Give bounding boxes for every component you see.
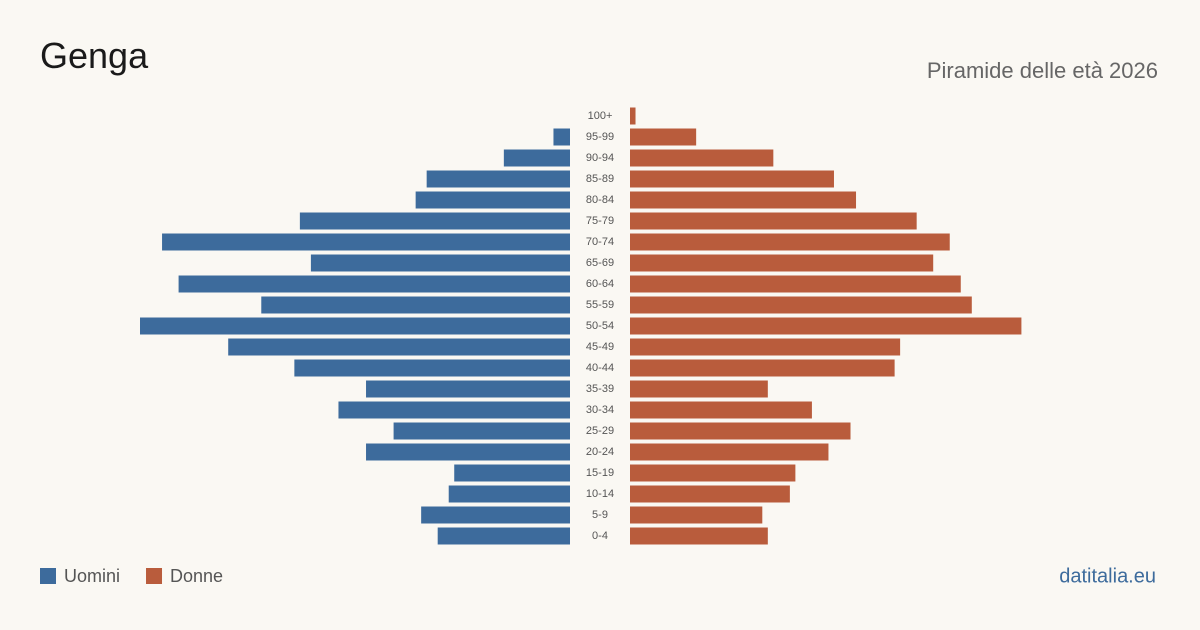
bar [454, 464, 570, 482]
bar [366, 443, 570, 461]
bar [630, 359, 895, 377]
bar [553, 128, 570, 146]
bar [415, 191, 570, 209]
category-label: 60-64 [586, 278, 614, 290]
category-label: 75-79 [586, 215, 614, 227]
bar [366, 380, 570, 398]
bar [393, 422, 570, 440]
bar [630, 296, 972, 314]
category-label: 0-4 [592, 530, 608, 542]
bar [310, 254, 570, 272]
bar [630, 170, 834, 188]
bar [630, 254, 934, 272]
bar [630, 527, 768, 545]
bar [261, 296, 570, 314]
category-label: 15-19 [586, 467, 614, 479]
chart-subtitle: Piramide delle età 2026 [927, 58, 1158, 83]
category-label: 5-9 [592, 509, 608, 521]
bar [426, 170, 570, 188]
bar [630, 485, 790, 503]
legend-label: Uomini [64, 566, 120, 586]
bar [630, 401, 812, 419]
category-label: 20-24 [586, 446, 614, 458]
bar [338, 401, 570, 419]
category-label: 25-29 [586, 425, 614, 437]
category-label: 45-49 [586, 341, 614, 353]
bar [178, 275, 571, 293]
bar [630, 380, 768, 398]
legend-swatch [40, 568, 56, 584]
category-label: 100+ [588, 110, 613, 122]
bar [630, 338, 901, 356]
source: datitalia.eu [1059, 565, 1156, 587]
legend-label: Donne [170, 566, 223, 586]
bar [630, 233, 950, 251]
category-label: 30-34 [586, 404, 614, 416]
bar [630, 422, 851, 440]
bar [630, 149, 774, 167]
bar [630, 464, 796, 482]
bar [630, 317, 1022, 335]
category-label: 40-44 [586, 362, 614, 374]
category-label: 85-89 [586, 173, 614, 185]
category-label: 95-99 [586, 131, 614, 143]
bar [630, 212, 917, 230]
category-label: 90-94 [586, 152, 614, 164]
bar [140, 317, 570, 335]
category-label: 10-14 [586, 488, 614, 500]
legend-swatch [146, 568, 163, 584]
bar [294, 359, 570, 377]
category-label: 55-59 [586, 299, 614, 311]
bar [630, 275, 961, 293]
bar [503, 149, 570, 167]
bar [630, 191, 857, 209]
bar [162, 233, 571, 251]
category-label: 80-84 [586, 194, 614, 206]
bar [228, 338, 570, 356]
bar [630, 128, 697, 146]
bar [630, 443, 829, 461]
category-label: 35-39 [586, 383, 614, 395]
bar [299, 212, 570, 230]
chart-title: Genga [40, 35, 149, 76]
category-label: 50-54 [586, 320, 614, 332]
bar [630, 506, 763, 524]
category-label: 70-74 [586, 236, 614, 248]
bar [448, 485, 570, 503]
category-label: 65-69 [586, 257, 614, 269]
bar [421, 506, 570, 524]
bar [630, 107, 636, 125]
bar [437, 527, 570, 545]
